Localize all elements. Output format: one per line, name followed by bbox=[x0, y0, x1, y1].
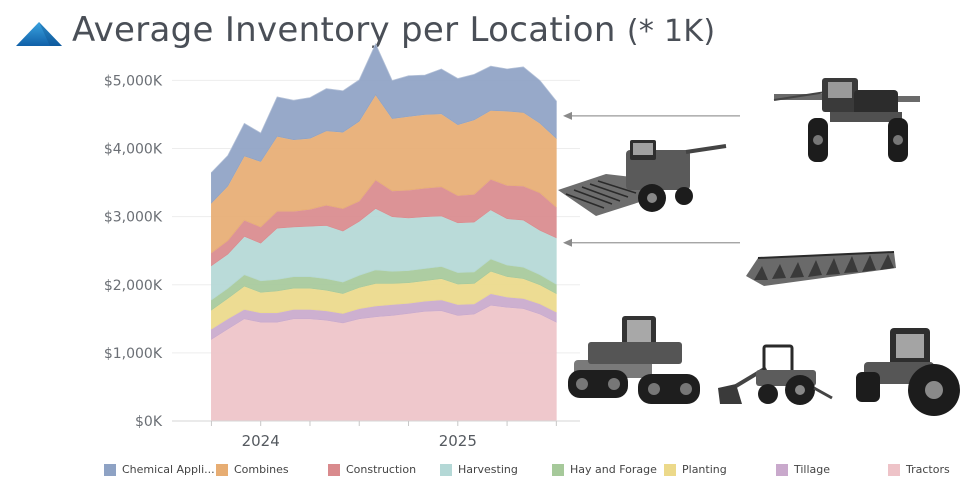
legend-swatch bbox=[888, 463, 900, 476]
legend-swatch bbox=[104, 463, 116, 476]
corn-header-image bbox=[746, 251, 896, 286]
y-tick-label: $2,000K bbox=[104, 278, 163, 294]
y-tick-label: $5,000K bbox=[104, 73, 163, 89]
y-tick-label: $3,000K bbox=[104, 210, 163, 226]
legend-swatch bbox=[664, 463, 676, 476]
y-tick-label: $0K bbox=[135, 414, 163, 430]
legend-swatch bbox=[328, 463, 340, 476]
row-crop-tractor-image bbox=[856, 328, 960, 416]
legend-swatch bbox=[440, 463, 452, 476]
legend-item[interactable]: Tractors bbox=[888, 463, 950, 476]
y-tick-label: $1,000K bbox=[104, 346, 163, 362]
legend-label: Combines bbox=[234, 463, 289, 476]
legend-label: Chemical Appli... bbox=[122, 463, 215, 476]
legend-item[interactable]: Hay and Forage bbox=[552, 463, 657, 476]
loader-tractor-image bbox=[718, 344, 833, 405]
area-series bbox=[211, 42, 557, 422]
title-text: Average Inventory per Location bbox=[72, 10, 616, 50]
axes: $0K $1,000K $2,000K $3,000K $4,000K $5,000K 20… bbox=[104, 73, 580, 450]
annotation-arrow-head bbox=[563, 238, 572, 247]
legend-label: Hay and Forage bbox=[570, 463, 657, 476]
legend-item[interactable]: Tillage bbox=[776, 463, 830, 476]
legend-item[interactable]: Chemical Appli... bbox=[104, 463, 215, 476]
page-title: Average Inventory per Location (* 1K) bbox=[72, 10, 715, 50]
area-series-edge bbox=[211, 42, 557, 173]
area-series-chemical-appli[interactable] bbox=[211, 42, 557, 204]
legend-label: Planting bbox=[682, 463, 727, 476]
self-propelled-sprayer-image bbox=[773, 78, 920, 162]
legend-label: Tillage bbox=[794, 463, 831, 476]
legend-label: Harvesting bbox=[458, 463, 518, 476]
blue-triangle-logo-icon bbox=[16, 22, 62, 46]
combine-harvester-image bbox=[558, 140, 727, 216]
annotation-arrows bbox=[563, 111, 740, 247]
legend-item[interactable]: Combines bbox=[216, 463, 289, 476]
unit-label: (* 1K) bbox=[626, 14, 716, 49]
x-tick-label: 2024 bbox=[242, 432, 280, 450]
tracked-tractor-image bbox=[568, 316, 700, 404]
legend-item[interactable]: Construction bbox=[328, 463, 416, 476]
legend-swatch bbox=[552, 463, 564, 476]
legend-label: Construction bbox=[346, 463, 417, 476]
legend-swatch bbox=[216, 463, 228, 476]
legend-item[interactable]: Harvesting bbox=[440, 463, 518, 476]
y-tick-label: $4,000K bbox=[104, 142, 163, 158]
legend-swatch bbox=[776, 463, 788, 476]
chart-legend: Chemical Appli... Combines Construction Har… bbox=[104, 463, 964, 481]
legend-item[interactable]: Planting bbox=[664, 463, 727, 476]
legend-label: Tractors bbox=[906, 463, 950, 476]
annotation-arrow-head bbox=[563, 111, 572, 120]
x-tick-label: 2025 bbox=[439, 432, 477, 450]
